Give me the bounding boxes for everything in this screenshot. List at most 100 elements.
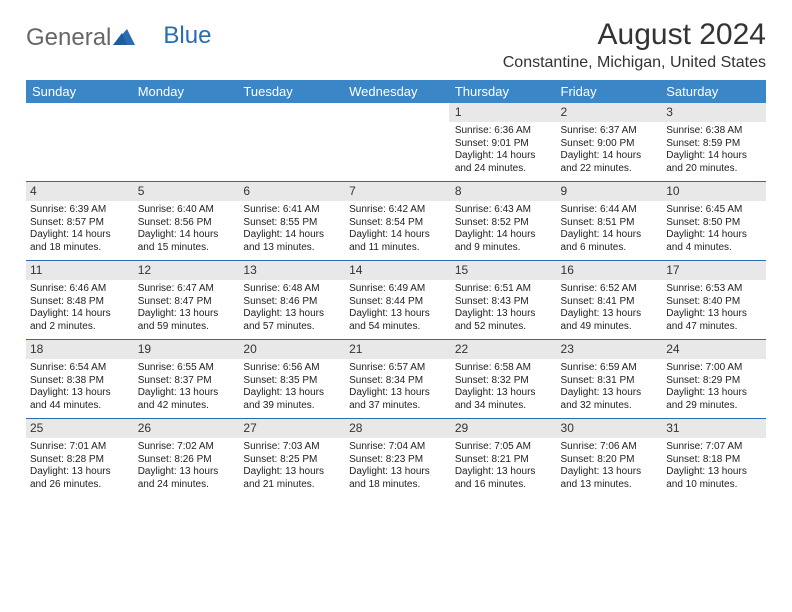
calendar-weekday-header: SundayMondayTuesdayWednesdayThursdayFrid… xyxy=(26,80,766,103)
calendar-day-cell: 23Sunrise: 6:59 AMSunset: 8:31 PMDayligh… xyxy=(555,340,661,419)
calendar-day-cell: .. xyxy=(343,103,449,182)
calendar-day-cell: 27Sunrise: 7:03 AMSunset: 8:25 PMDayligh… xyxy=(237,419,343,498)
day-content: Sunrise: 7:00 AMSunset: 8:29 PMDaylight:… xyxy=(660,359,766,418)
day-content: Sunrise: 6:54 AMSunset: 8:38 PMDaylight:… xyxy=(26,359,132,418)
calendar-day-cell: 29Sunrise: 7:05 AMSunset: 8:21 PMDayligh… xyxy=(449,419,555,498)
day-number: 5 xyxy=(132,182,238,201)
day-number: 9 xyxy=(555,182,661,201)
calendar-day-cell: 18Sunrise: 6:54 AMSunset: 8:38 PMDayligh… xyxy=(26,340,132,419)
calendar-day-cell: 31Sunrise: 7:07 AMSunset: 8:18 PMDayligh… xyxy=(660,419,766,498)
calendar-day-cell: 1Sunrise: 6:36 AMSunset: 9:01 PMDaylight… xyxy=(449,103,555,182)
day-number: 2 xyxy=(555,103,661,122)
day-number: 23 xyxy=(555,340,661,359)
day-content: Sunrise: 7:03 AMSunset: 8:25 PMDaylight:… xyxy=(237,438,343,497)
calendar-day-cell: 7Sunrise: 6:42 AMSunset: 8:54 PMDaylight… xyxy=(343,182,449,261)
calendar-day-cell: 8Sunrise: 6:43 AMSunset: 8:52 PMDaylight… xyxy=(449,182,555,261)
calendar-week-row: ........1Sunrise: 6:36 AMSunset: 9:01 PM… xyxy=(26,103,766,182)
brand-logo: General Blue xyxy=(26,18,211,52)
day-number: 30 xyxy=(555,419,661,438)
calendar-week-row: 4Sunrise: 6:39 AMSunset: 8:57 PMDaylight… xyxy=(26,182,766,261)
calendar-day-cell: 9Sunrise: 6:44 AMSunset: 8:51 PMDaylight… xyxy=(555,182,661,261)
calendar-day-cell: 15Sunrise: 6:51 AMSunset: 8:43 PMDayligh… xyxy=(449,261,555,340)
calendar-day-cell: 17Sunrise: 6:53 AMSunset: 8:40 PMDayligh… xyxy=(660,261,766,340)
calendar-day-cell: 16Sunrise: 6:52 AMSunset: 8:41 PMDayligh… xyxy=(555,261,661,340)
weekday-header-cell: Friday xyxy=(555,80,661,103)
calendar-day-cell: 14Sunrise: 6:49 AMSunset: 8:44 PMDayligh… xyxy=(343,261,449,340)
day-number: 17 xyxy=(660,261,766,280)
day-content: Sunrise: 7:04 AMSunset: 8:23 PMDaylight:… xyxy=(343,438,449,497)
day-number: 14 xyxy=(343,261,449,280)
day-content: Sunrise: 7:06 AMSunset: 8:20 PMDaylight:… xyxy=(555,438,661,497)
brand-word-2: Blue xyxy=(163,22,211,50)
weekday-header-cell: Saturday xyxy=(660,80,766,103)
day-number: 16 xyxy=(555,261,661,280)
day-content: Sunrise: 6:55 AMSunset: 8:37 PMDaylight:… xyxy=(132,359,238,418)
day-number: 11 xyxy=(26,261,132,280)
weekday-header-cell: Monday xyxy=(132,80,238,103)
page-header: General Blue August 2024 Constantine, Mi… xyxy=(26,18,766,72)
weekday-header-cell: Thursday xyxy=(449,80,555,103)
day-content: Sunrise: 6:52 AMSunset: 8:41 PMDaylight:… xyxy=(555,280,661,339)
day-number: 3 xyxy=(660,103,766,122)
day-number: 19 xyxy=(132,340,238,359)
day-number: 15 xyxy=(449,261,555,280)
day-number: 27 xyxy=(237,419,343,438)
day-content: Sunrise: 6:45 AMSunset: 8:50 PMDaylight:… xyxy=(660,201,766,260)
calendar-week-row: 18Sunrise: 6:54 AMSunset: 8:38 PMDayligh… xyxy=(26,340,766,419)
calendar-day-cell: .. xyxy=(26,103,132,182)
day-content: Sunrise: 6:39 AMSunset: 8:57 PMDaylight:… xyxy=(26,201,132,260)
title-block: August 2024 Constantine, Michigan, Unite… xyxy=(503,18,766,72)
day-content: Sunrise: 6:37 AMSunset: 9:00 PMDaylight:… xyxy=(555,122,661,181)
calendar-body: ........1Sunrise: 6:36 AMSunset: 9:01 PM… xyxy=(26,103,766,497)
day-number: 10 xyxy=(660,182,766,201)
calendar-day-cell: 12Sunrise: 6:47 AMSunset: 8:47 PMDayligh… xyxy=(132,261,238,340)
day-number: 12 xyxy=(132,261,238,280)
calendar-day-cell: 21Sunrise: 6:57 AMSunset: 8:34 PMDayligh… xyxy=(343,340,449,419)
day-number: 18 xyxy=(26,340,132,359)
calendar-day-cell: 25Sunrise: 7:01 AMSunset: 8:28 PMDayligh… xyxy=(26,419,132,498)
day-content: Sunrise: 6:36 AMSunset: 9:01 PMDaylight:… xyxy=(449,122,555,181)
day-number: 29 xyxy=(449,419,555,438)
day-number: 21 xyxy=(343,340,449,359)
day-number: 31 xyxy=(660,419,766,438)
day-number: 22 xyxy=(449,340,555,359)
location-subtitle: Constantine, Michigan, United States xyxy=(503,54,766,72)
brand-word-1: General xyxy=(26,24,111,52)
day-content: Sunrise: 6:43 AMSunset: 8:52 PMDaylight:… xyxy=(449,201,555,260)
calendar-day-cell: 24Sunrise: 7:00 AMSunset: 8:29 PMDayligh… xyxy=(660,340,766,419)
month-title: August 2024 xyxy=(503,18,766,52)
calendar-week-row: 25Sunrise: 7:01 AMSunset: 8:28 PMDayligh… xyxy=(26,419,766,498)
day-content: Sunrise: 6:56 AMSunset: 8:35 PMDaylight:… xyxy=(237,359,343,418)
calendar-day-cell: 13Sunrise: 6:48 AMSunset: 8:46 PMDayligh… xyxy=(237,261,343,340)
calendar-day-cell: 2Sunrise: 6:37 AMSunset: 9:00 PMDaylight… xyxy=(555,103,661,182)
calendar-day-cell: 5Sunrise: 6:40 AMSunset: 8:56 PMDaylight… xyxy=(132,182,238,261)
day-number: 7 xyxy=(343,182,449,201)
day-content: Sunrise: 7:05 AMSunset: 8:21 PMDaylight:… xyxy=(449,438,555,497)
day-number: 25 xyxy=(26,419,132,438)
day-content: Sunrise: 6:57 AMSunset: 8:34 PMDaylight:… xyxy=(343,359,449,418)
calendar-day-cell: .. xyxy=(132,103,238,182)
calendar-day-cell: 28Sunrise: 7:04 AMSunset: 8:23 PMDayligh… xyxy=(343,419,449,498)
day-content: Sunrise: 7:01 AMSunset: 8:28 PMDaylight:… xyxy=(26,438,132,497)
calendar-day-cell: 30Sunrise: 7:06 AMSunset: 8:20 PMDayligh… xyxy=(555,419,661,498)
weekday-header-cell: Sunday xyxy=(26,80,132,103)
day-number: 8 xyxy=(449,182,555,201)
day-content: Sunrise: 6:44 AMSunset: 8:51 PMDaylight:… xyxy=(555,201,661,260)
day-number: 24 xyxy=(660,340,766,359)
day-content: Sunrise: 6:47 AMSunset: 8:47 PMDaylight:… xyxy=(132,280,238,339)
day-content: Sunrise: 6:42 AMSunset: 8:54 PMDaylight:… xyxy=(343,201,449,260)
day-content: Sunrise: 6:59 AMSunset: 8:31 PMDaylight:… xyxy=(555,359,661,418)
day-number: 4 xyxy=(26,182,132,201)
day-content: Sunrise: 6:49 AMSunset: 8:44 PMDaylight:… xyxy=(343,280,449,339)
day-content: Sunrise: 6:53 AMSunset: 8:40 PMDaylight:… xyxy=(660,280,766,339)
day-content: Sunrise: 6:40 AMSunset: 8:56 PMDaylight:… xyxy=(132,201,238,260)
calendar-day-cell: 10Sunrise: 6:45 AMSunset: 8:50 PMDayligh… xyxy=(660,182,766,261)
calendar-page: General Blue August 2024 Constantine, Mi… xyxy=(0,0,792,507)
calendar-day-cell: 26Sunrise: 7:02 AMSunset: 8:26 PMDayligh… xyxy=(132,419,238,498)
calendar-day-cell: 3Sunrise: 6:38 AMSunset: 8:59 PMDaylight… xyxy=(660,103,766,182)
day-content: Sunrise: 6:38 AMSunset: 8:59 PMDaylight:… xyxy=(660,122,766,181)
calendar-day-cell: 11Sunrise: 6:46 AMSunset: 8:48 PMDayligh… xyxy=(26,261,132,340)
day-content: Sunrise: 6:48 AMSunset: 8:46 PMDaylight:… xyxy=(237,280,343,339)
brand-triangle-icon xyxy=(113,24,135,52)
day-content: Sunrise: 7:07 AMSunset: 8:18 PMDaylight:… xyxy=(660,438,766,497)
